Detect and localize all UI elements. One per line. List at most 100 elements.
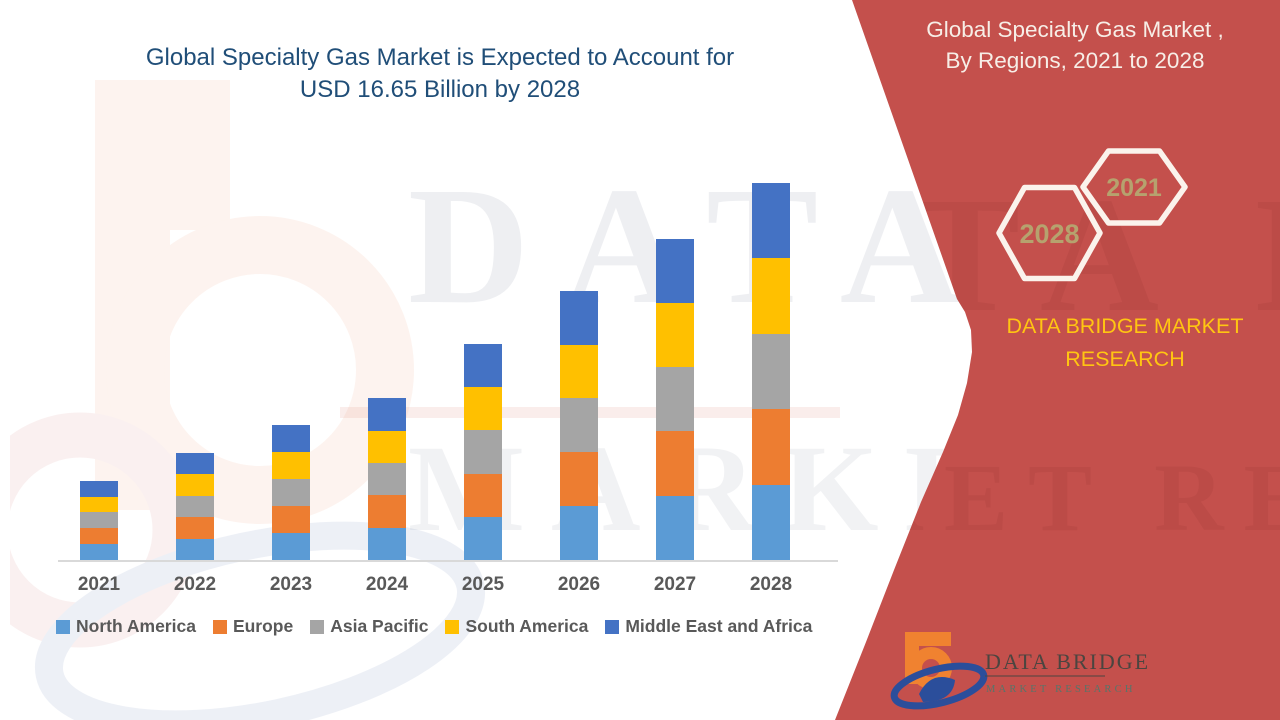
- background-logo-watermark: [10, 80, 486, 720]
- hexagon-2021-badge: [1080, 148, 1188, 226]
- bar-2026: [560, 290, 598, 560]
- panel-title-line1: Global Specialty Gas Market ,: [926, 17, 1224, 42]
- logo-b-topbar: [905, 632, 951, 646]
- legend-label: North America: [76, 616, 196, 636]
- bar-2022: [176, 452, 214, 560]
- bar-2023: [272, 425, 310, 560]
- bar-2028: [752, 183, 790, 560]
- chart-title-line1: Global Specialty Gas Market is Expected …: [145, 44, 735, 71]
- brand-wordmark: DATA BRIDGE MARKET RESEARCH: [950, 310, 1280, 376]
- segment-south-america-2024: [368, 430, 406, 463]
- segment-north-america-2021: [80, 544, 118, 560]
- segment-north-america-2026: [560, 506, 598, 560]
- legend-label: South America: [465, 616, 589, 636]
- segment-asia-pacific-2021: [80, 512, 118, 529]
- segment-europe-2024: [368, 495, 406, 528]
- segment-south-america-2027: [656, 302, 694, 368]
- legend-item-south-america: South America: [445, 616, 588, 637]
- brand-wordmark-line2: RESEARCH: [1065, 347, 1185, 371]
- segment-europe-2022: [176, 517, 214, 539]
- logo-d-shape: [919, 677, 955, 702]
- legend-label: Europe: [232, 616, 294, 636]
- legend-marker-icon: [56, 619, 70, 634]
- segment-europe-2023: [272, 506, 310, 534]
- panel-title-line2: By Regions, 2021 to 2028: [945, 48, 1205, 73]
- segment-middle-east-and-africa-2026: [560, 290, 598, 345]
- chart-title-line2: USD 16.65 Billion by 2028: [299, 76, 581, 103]
- segment-europe-2025: [464, 473, 502, 517]
- x-axis-label-2028: 2028: [749, 574, 793, 595]
- segment-europe-2028: [752, 409, 790, 485]
- watermark-logo-swoosh: [34, 521, 486, 720]
- segment-europe-2021: [80, 528, 118, 545]
- segment-north-america-2024: [368, 527, 406, 560]
- segment-north-america-2025: [464, 516, 502, 560]
- watermark-logo-arc: [10, 412, 198, 648]
- legend-marker-icon: [212, 619, 227, 634]
- watermark-logo-stem: [95, 80, 170, 510]
- segment-middle-east-and-africa-2023: [272, 425, 310, 453]
- x-axis-label-2026: 2026: [557, 574, 601, 595]
- segment-south-america-2026: [560, 344, 598, 399]
- legend-marker-icon: [310, 619, 325, 634]
- x-axis-label-2021: 2021: [77, 574, 121, 595]
- segment-north-america-2022: [176, 538, 214, 560]
- x-axis-label-2025: 2025: [461, 574, 505, 595]
- legend-item-europe: Europe: [212, 616, 294, 637]
- logo-b-stem: [905, 632, 919, 684]
- segment-north-america-2023: [272, 533, 310, 560]
- segment-south-america-2022: [176, 474, 214, 496]
- logo-swoosh-icon: [890, 662, 988, 710]
- legend-label: Middle East and Africa: [625, 616, 813, 636]
- segment-north-america-2028: [752, 484, 790, 560]
- segment-south-america-2028: [752, 258, 790, 334]
- legend-label: Asia Pacific: [330, 616, 429, 636]
- segment-south-america-2021: [80, 496, 118, 513]
- panel-title: Global Specialty Gas Market , By Regions…: [860, 14, 1280, 76]
- segment-middle-east-and-africa-2024: [368, 398, 406, 431]
- segment-asia-pacific-2026: [560, 398, 598, 453]
- chart-title: Global Specialty Gas Market is Expected …: [40, 42, 840, 106]
- x-axis-label-2023: 2023: [269, 574, 313, 595]
- segment-south-america-2023: [272, 452, 310, 480]
- x-axis-label-2027: 2027: [653, 574, 697, 595]
- segment-asia-pacific-2025: [464, 430, 502, 474]
- legend-marker-icon: [605, 619, 620, 634]
- segment-south-america-2025: [464, 387, 502, 431]
- hexagon-2028-label: 2028: [1019, 219, 1079, 249]
- logo-brand-text: DATA BRIDGE: [985, 649, 1150, 674]
- x-axis-label-2024: 2024: [365, 574, 409, 595]
- bar-2021: [80, 480, 118, 560]
- watermark-logo-bowl: [106, 216, 414, 524]
- logo-tagline-text: MARKET RESEARCH: [986, 684, 1136, 695]
- segment-asia-pacific-2027: [656, 367, 694, 432]
- brand-wordmark-line1: DATA BRIDGE MARKET: [1006, 314, 1244, 338]
- x-axis-label-2022: 2022: [173, 574, 217, 595]
- legend-item-north-america: North America: [56, 616, 196, 637]
- hexagon-2028-badge: [996, 184, 1103, 282]
- legend-marker-icon: [445, 619, 460, 634]
- watermark-logo-block: [95, 80, 230, 230]
- bar-2024: [368, 398, 406, 560]
- segment-europe-2026: [560, 452, 598, 507]
- legend-item-middle-east-and-africa: Middle East and Africa: [605, 616, 812, 637]
- segment-north-america-2027: [656, 495, 694, 560]
- bar-2027: [656, 238, 694, 560]
- segment-europe-2027: [656, 431, 694, 496]
- bar-2025: [464, 343, 502, 560]
- segment-asia-pacific-2023: [272, 479, 310, 507]
- segment-middle-east-and-africa-2028: [752, 183, 790, 259]
- legend-item-asia-pacific: Asia Pacific: [310, 616, 428, 637]
- segment-middle-east-and-africa-2027: [656, 238, 694, 303]
- chart-legend: North America Europe Asia Pacific South Ame…: [56, 616, 812, 637]
- hexagon-2021-label: 2021: [1106, 174, 1162, 202]
- segment-asia-pacific-2028: [752, 333, 790, 410]
- segment-middle-east-and-africa-2021: [80, 480, 118, 497]
- logo-b-bowl: [910, 647, 952, 689]
- segment-asia-pacific-2024: [368, 462, 406, 496]
- x-axis-line: [58, 560, 838, 562]
- segment-middle-east-and-africa-2025: [464, 343, 502, 388]
- segment-middle-east-and-africa-2022: [176, 452, 214, 474]
- segment-asia-pacific-2022: [176, 495, 214, 517]
